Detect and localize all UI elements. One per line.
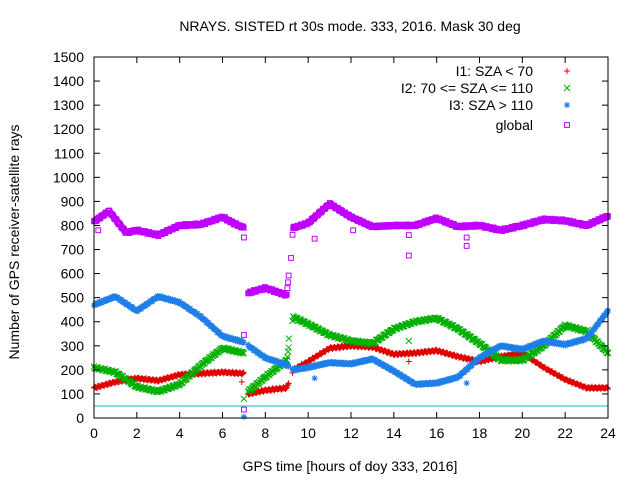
legend-label-global: global [496, 117, 533, 133]
marks-layer [90, 200, 612, 420]
data-point [285, 272, 292, 279]
data-point [284, 285, 291, 292]
y-tick-label: 200 [61, 362, 85, 378]
outlier-point [463, 234, 470, 241]
y-tick-label: 600 [61, 266, 85, 282]
x-tick-label: 16 [429, 425, 445, 441]
y-tick-label: 1000 [53, 169, 84, 185]
y-tick-label: 800 [61, 217, 85, 233]
legend-marker-i3 [564, 102, 570, 108]
outlier-point [288, 255, 294, 261]
outlier-point [405, 252, 412, 259]
legend-markers [563, 68, 571, 128]
x-tick-label: 14 [386, 425, 402, 441]
outlier-point [463, 380, 470, 387]
legend-marker-global [564, 122, 570, 128]
x-axis-label: GPS time [hours of doy 333, 2016] [243, 458, 458, 474]
legend-label-i3: I3: SZA > 110 [449, 97, 533, 113]
y-tick-label: 1500 [53, 49, 84, 65]
data-point [604, 384, 611, 391]
y-tick-label: 900 [61, 193, 85, 209]
outlier-point [285, 335, 293, 342]
data-point [240, 369, 247, 376]
x-tick-label: 10 [300, 425, 316, 441]
series-i3 [91, 292, 611, 420]
x-tick-label: 8 [261, 425, 269, 441]
data-point [285, 279, 291, 286]
y-tick-label: 400 [61, 314, 85, 330]
outlier-point [241, 332, 247, 338]
y-tick-label: 500 [61, 290, 85, 306]
x-tick-label: 12 [343, 425, 359, 441]
data-point [289, 231, 296, 238]
y-tick-label: 1200 [53, 121, 84, 137]
data-point [285, 344, 293, 351]
y-tick-label: 100 [61, 386, 85, 402]
outlier-point [240, 395, 248, 403]
outlier-point [240, 413, 247, 420]
legend-label-i1: I1: SZA < 70 [456, 63, 534, 79]
legend-marker-i2 [563, 84, 571, 92]
legend-label-i2: I2: 70 <= SZA <= 110 [401, 80, 533, 96]
data-point [284, 353, 291, 361]
outlier-point [95, 227, 102, 234]
x-tick-label: 20 [515, 425, 531, 441]
y-tick-label: 1300 [53, 97, 84, 113]
y-axis-label: Number of GPS receiver-satellite rays [6, 125, 22, 360]
outlier-point [350, 227, 357, 234]
x-tick-label: 0 [90, 425, 98, 441]
y-tick-label: 1100 [54, 145, 84, 161]
x-tick-label: 24 [600, 425, 616, 441]
data-point [240, 349, 248, 357]
data-point [314, 353, 321, 360]
x-tick-label: 6 [219, 425, 227, 441]
chart-title: NRAYS. SISTED rt 30s mode. 333, 2016. Ma… [179, 18, 520, 34]
outlier-point [311, 235, 318, 242]
outlier-point [238, 378, 245, 385]
data-point [240, 370, 247, 377]
y-tick-label: 300 [61, 338, 85, 354]
outlier-point [241, 234, 247, 241]
y-tick-label: 700 [61, 242, 85, 258]
outlier-point [405, 358, 412, 365]
data-point [285, 381, 292, 388]
legend: I1: SZA < 70 I2: 70 <= SZA <= 110 I3: SZ… [401, 63, 571, 133]
y-tick-label: 1400 [53, 73, 84, 89]
series-i2 [90, 312, 612, 403]
legend-marker-i1 [564, 68, 570, 74]
outlier-point [405, 232, 412, 238]
outlier-point [463, 243, 470, 249]
outlier-point [311, 375, 318, 382]
x-tick-label: 4 [176, 425, 184, 441]
x-tick-label: 2 [133, 425, 141, 441]
x-tick-label: 18 [472, 425, 488, 441]
x-tick-label: 22 [557, 425, 573, 441]
outlier-point [405, 337, 413, 345]
data-point [285, 380, 292, 387]
y-tick-label: 0 [76, 410, 84, 426]
outlier-point [241, 406, 247, 413]
